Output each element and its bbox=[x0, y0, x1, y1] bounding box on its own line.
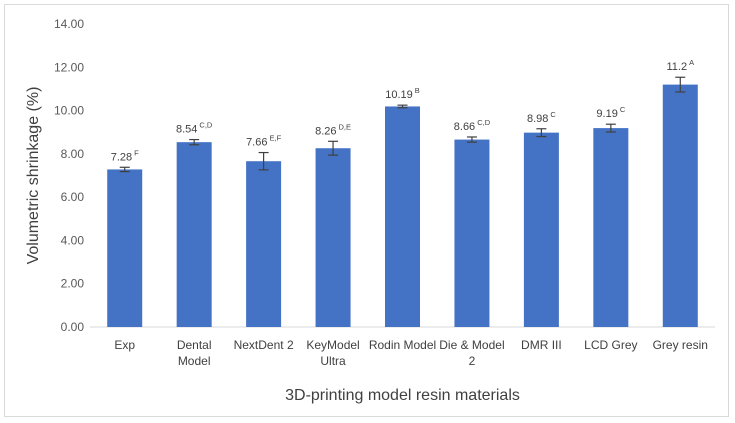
bar bbox=[454, 139, 490, 327]
y-tick-label: 8.00 bbox=[61, 147, 85, 161]
y-tick-label: 4.00 bbox=[61, 233, 85, 247]
data-label: 7.28 F bbox=[111, 148, 139, 163]
data-labels: 7.28 F 8.54 C,D 7.66 E,F 8.26 D,E 10.19 B 8.66 C,D 8… bbox=[111, 58, 694, 163]
bar bbox=[523, 132, 559, 327]
y-tick-label: 14.00 bbox=[54, 17, 84, 31]
error-bar bbox=[466, 136, 477, 143]
data-label: 8.66 C,D bbox=[454, 118, 491, 133]
error-bar bbox=[536, 128, 547, 138]
x-category-label: KeyModel Ultra bbox=[306, 338, 359, 368]
y-tick-labels: 0.00 2.00 4.00 6.00 8.00 10.00 12.00 14.00 bbox=[54, 17, 84, 334]
bar bbox=[246, 161, 282, 327]
bar bbox=[176, 142, 212, 327]
bar bbox=[107, 169, 143, 327]
data-label: 8.26 D,E bbox=[315, 122, 351, 137]
data-label: 7.66 E,F bbox=[246, 134, 282, 149]
data-label: 8.54 C,D bbox=[176, 121, 213, 136]
data-label: 8.98 C bbox=[527, 110, 556, 125]
x-category-label: Grey resin bbox=[653, 338, 708, 352]
bars bbox=[107, 84, 698, 327]
error-bar bbox=[605, 123, 616, 133]
bar bbox=[315, 148, 351, 327]
bar bbox=[593, 128, 629, 327]
x-category-label: Die & Model 2 bbox=[439, 338, 504, 368]
error-bar bbox=[328, 140, 339, 156]
data-label: 9.19 C bbox=[596, 105, 625, 120]
y-axis-title: Volumetric shrinkage (%) bbox=[25, 87, 42, 265]
error-bar bbox=[119, 166, 130, 173]
x-axis-title: 3D-printing model resin materials bbox=[285, 387, 520, 404]
x-category-label: Dental Model bbox=[177, 338, 212, 368]
error-bar bbox=[258, 151, 269, 171]
bar bbox=[662, 84, 698, 327]
y-tick-label: 6.00 bbox=[61, 190, 85, 204]
y-tick-label: 0.00 bbox=[61, 320, 85, 334]
error-bar bbox=[397, 104, 408, 109]
data-label: 11.2 A bbox=[666, 58, 694, 73]
x-category-label: Exp bbox=[114, 338, 135, 352]
error-bar bbox=[675, 76, 686, 93]
x-category-label: Rodin Model bbox=[369, 338, 436, 352]
data-label: 10.19 B bbox=[385, 86, 420, 101]
y-tick-label: 12.00 bbox=[54, 60, 84, 74]
y-tick-label: 10.00 bbox=[54, 104, 84, 118]
x-category-labels: Exp Dental Model NextDent 2 KeyModel Ultra Rod… bbox=[114, 338, 708, 368]
bar bbox=[385, 106, 420, 327]
error-bar bbox=[189, 138, 200, 146]
y-tick-label: 2.00 bbox=[61, 277, 85, 291]
x-category-label: DMR III bbox=[521, 338, 562, 352]
x-category-label: NextDent 2 bbox=[234, 338, 294, 352]
error-bars bbox=[119, 76, 686, 173]
x-category-label: LCD Grey bbox=[584, 338, 637, 352]
